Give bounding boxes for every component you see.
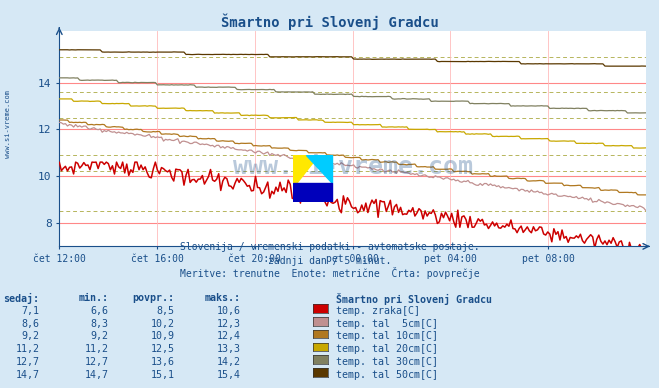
Text: Šmartno pri Slovenj Gradcu: Šmartno pri Slovenj Gradcu <box>336 293 492 305</box>
Text: 12,3: 12,3 <box>217 319 241 329</box>
Text: 14,2: 14,2 <box>217 357 241 367</box>
Text: Meritve: trenutne  Enote: metrične  Črta: povprečje: Meritve: trenutne Enote: metrične Črta: … <box>180 267 479 279</box>
Text: 14,7: 14,7 <box>85 370 109 380</box>
Text: 15,4: 15,4 <box>217 370 241 380</box>
Bar <box>293 183 332 202</box>
Text: www.si-vreme.com: www.si-vreme.com <box>233 155 473 179</box>
Text: 9,2: 9,2 <box>22 331 40 341</box>
Text: 9,2: 9,2 <box>91 331 109 341</box>
Text: 10,2: 10,2 <box>151 319 175 329</box>
Text: 12,5: 12,5 <box>151 344 175 354</box>
Text: Slovenija / vremenski podatki - avtomatske postaje.: Slovenija / vremenski podatki - avtomats… <box>180 242 479 252</box>
Text: 13,6: 13,6 <box>151 357 175 367</box>
Text: 11,2: 11,2 <box>85 344 109 354</box>
Text: sedaj:: sedaj: <box>3 293 40 304</box>
Text: 13,3: 13,3 <box>217 344 241 354</box>
Text: temp. tal 10cm[C]: temp. tal 10cm[C] <box>336 331 438 341</box>
Text: Šmartno pri Slovenj Gradcu: Šmartno pri Slovenj Gradcu <box>221 14 438 30</box>
Polygon shape <box>293 155 319 188</box>
Text: temp. tal  5cm[C]: temp. tal 5cm[C] <box>336 319 438 329</box>
Text: 15,1: 15,1 <box>151 370 175 380</box>
Text: 11,2: 11,2 <box>16 344 40 354</box>
Polygon shape <box>306 155 332 183</box>
Text: maks.:: maks.: <box>204 293 241 303</box>
Text: zadnji dan / 5 minut.: zadnji dan / 5 minut. <box>268 256 391 266</box>
Text: 10,6: 10,6 <box>217 306 241 316</box>
Text: temp. tal 50cm[C]: temp. tal 50cm[C] <box>336 370 438 380</box>
Text: 6,6: 6,6 <box>91 306 109 316</box>
Text: 8,3: 8,3 <box>91 319 109 329</box>
Text: 10,9: 10,9 <box>151 331 175 341</box>
Text: povpr.:: povpr.: <box>132 293 175 303</box>
Text: temp. zraka[C]: temp. zraka[C] <box>336 306 420 316</box>
Text: 14,7: 14,7 <box>16 370 40 380</box>
Text: 8,5: 8,5 <box>157 306 175 316</box>
Text: 7,1: 7,1 <box>22 306 40 316</box>
Text: 12,4: 12,4 <box>217 331 241 341</box>
Text: temp. tal 20cm[C]: temp. tal 20cm[C] <box>336 344 438 354</box>
Text: 8,6: 8,6 <box>22 319 40 329</box>
Text: www.si-vreme.com: www.si-vreme.com <box>5 90 11 158</box>
Text: temp. tal 30cm[C]: temp. tal 30cm[C] <box>336 357 438 367</box>
Text: min.:: min.: <box>78 293 109 303</box>
Text: 12,7: 12,7 <box>85 357 109 367</box>
Text: 12,7: 12,7 <box>16 357 40 367</box>
